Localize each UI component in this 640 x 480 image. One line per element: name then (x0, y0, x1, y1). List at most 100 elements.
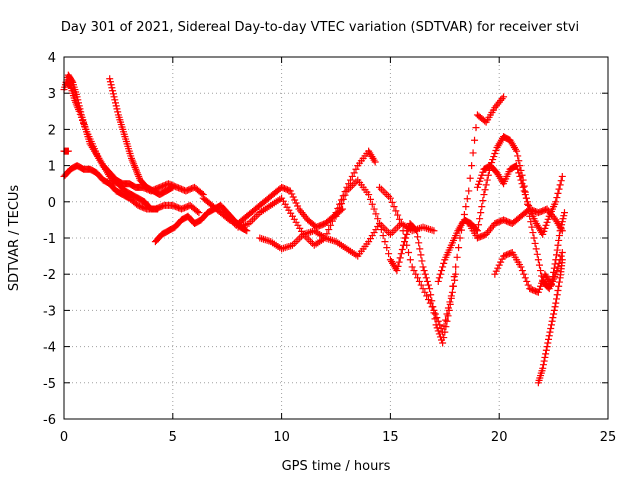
data-point-interp (398, 245, 406, 253)
data-point-interp (490, 153, 498, 161)
data-point-interp (542, 350, 550, 358)
data-point-interp (305, 229, 313, 237)
series-3 (60, 162, 203, 217)
data-point-interp (551, 260, 559, 268)
data-point-interp (421, 288, 429, 296)
data-point-interp (527, 218, 535, 226)
data-point-interp (350, 169, 358, 177)
data-point-interp (560, 212, 568, 220)
data-point-interp (381, 225, 389, 233)
data-point-interp (541, 353, 549, 361)
data-point-interp (421, 224, 429, 232)
data-point-interp (550, 264, 558, 272)
data-point-interp (390, 227, 398, 235)
data-point-interp (528, 223, 536, 231)
data-point-interp (109, 87, 117, 95)
data-point-interp (556, 181, 564, 189)
data-point-interp (327, 236, 335, 244)
data-point (547, 281, 555, 289)
data-point-interp (395, 215, 403, 223)
series-11 (376, 93, 508, 336)
data-point (64, 147, 72, 155)
data-point (288, 241, 296, 249)
data-point-interp (328, 217, 336, 225)
data-point-interp (341, 191, 349, 199)
data-point-interp (252, 212, 260, 220)
data-point-interp (539, 276, 547, 284)
data-point-interp (421, 270, 429, 278)
data-point (419, 285, 427, 293)
y-tick-label: 1 (48, 160, 56, 175)
series-15 (465, 205, 566, 242)
data-point-interp (478, 203, 486, 211)
data-point-interp (288, 190, 296, 198)
data-point-interp (334, 208, 342, 216)
data-point (376, 220, 384, 228)
y-tick-label: -5 (43, 377, 56, 392)
data-point-interp (514, 152, 522, 160)
data-point-interp (410, 267, 418, 275)
data-point-interp (434, 317, 442, 325)
data-point-interp (550, 268, 558, 276)
data-point (434, 277, 442, 285)
data-point-interp (545, 335, 553, 343)
data-point-interp (491, 150, 499, 158)
data-point-interp (390, 203, 398, 211)
x-tick-label: 15 (382, 430, 399, 445)
data-point-interp (388, 198, 396, 206)
data-point-interp (549, 273, 557, 281)
data-point (558, 227, 566, 235)
plot-frame (63, 56, 609, 420)
data-point-interp (439, 263, 447, 271)
data-point-interp (348, 172, 356, 180)
data-point-interp (396, 254, 404, 262)
data-point-interp (428, 226, 436, 234)
data-point (430, 306, 438, 314)
data-point-interp (521, 191, 529, 199)
data-point (419, 263, 427, 271)
data-point-interp (383, 227, 391, 235)
data-point-interp (448, 288, 456, 296)
data-point-interp (484, 171, 492, 179)
data-point-interp (520, 187, 528, 195)
x-tick-label: 0 (60, 430, 68, 445)
data-point-interp (555, 236, 563, 244)
data-point-interp (372, 210, 380, 218)
data-point-interp (514, 165, 522, 173)
data-point-interp (370, 205, 378, 213)
data-point-interp (553, 295, 561, 303)
data-point-interp (541, 224, 549, 232)
data-point-interp (305, 236, 313, 244)
data-point-interp (431, 310, 439, 318)
data-point-interp (535, 261, 543, 269)
data-point-interp (68, 77, 76, 85)
data-point-interp (479, 197, 487, 205)
data-point-interp (520, 270, 528, 278)
data-point-interp (540, 357, 548, 365)
data-point-interp (423, 292, 431, 300)
y-tick-label: -6 (43, 413, 56, 428)
x-tick-labels: 0 5 10 15 20 25 (60, 430, 616, 445)
chart-title: Day 301 of 2021, Sidereal Day-to-day VTE… (61, 20, 579, 35)
data-point-interp (436, 321, 444, 329)
y-tick-label: -2 (43, 268, 56, 283)
data-point-interp (77, 113, 85, 121)
data-point-interp (435, 274, 443, 282)
data-point-interp (436, 333, 444, 341)
data-point (560, 209, 568, 217)
data-point-interp (477, 209, 485, 217)
y-tick-label: -3 (43, 304, 56, 319)
data-point-interp (475, 180, 483, 188)
data-point (473, 183, 481, 191)
data-point-interp (308, 239, 316, 247)
data-point-interp (168, 184, 176, 192)
data-point-interp (80, 119, 88, 127)
data-point-interp (414, 233, 422, 241)
data-point-interp (444, 304, 452, 312)
data-point-interp (533, 250, 541, 258)
grid-lines (64, 57, 608, 419)
data-point (552, 256, 560, 264)
data-point (106, 75, 114, 83)
data-point-interp (399, 227, 407, 235)
data-point-interp (394, 262, 402, 270)
